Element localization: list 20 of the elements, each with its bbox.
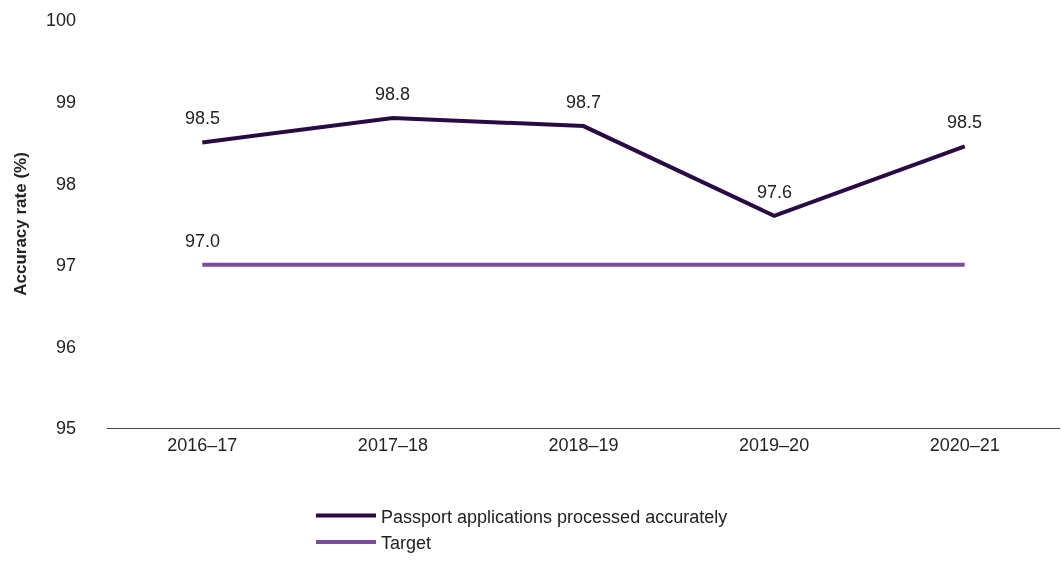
- data-label: 98.7: [566, 92, 602, 112]
- data-label: 98.5: [185, 108, 221, 128]
- y-tick-label: 98: [55, 173, 76, 194]
- y-tick-label: 95: [55, 418, 76, 439]
- legend-label: Target: [381, 532, 432, 553]
- x-tick-label: 2016–17: [167, 434, 238, 455]
- y-axis-title: Accuracy rate (%): [10, 152, 30, 296]
- x-tick-label: 2018–19: [548, 434, 619, 455]
- y-tick-label: 96: [55, 336, 76, 357]
- x-tick-label: 2017–18: [357, 434, 428, 455]
- y-tick-label: 100: [45, 10, 76, 31]
- legend-label: Passport applications processed accurately: [381, 506, 728, 527]
- data-label: 98.5: [947, 112, 983, 132]
- data-label: 97.6: [757, 182, 793, 202]
- x-tick-label: 2020–21: [929, 434, 1000, 455]
- data-label: 98.8: [375, 84, 411, 104]
- y-tick-label: 97: [55, 255, 76, 276]
- y-tick-label: 99: [55, 91, 76, 112]
- data-label: 97.0: [185, 231, 221, 251]
- x-tick-label: 2019–20: [739, 434, 810, 455]
